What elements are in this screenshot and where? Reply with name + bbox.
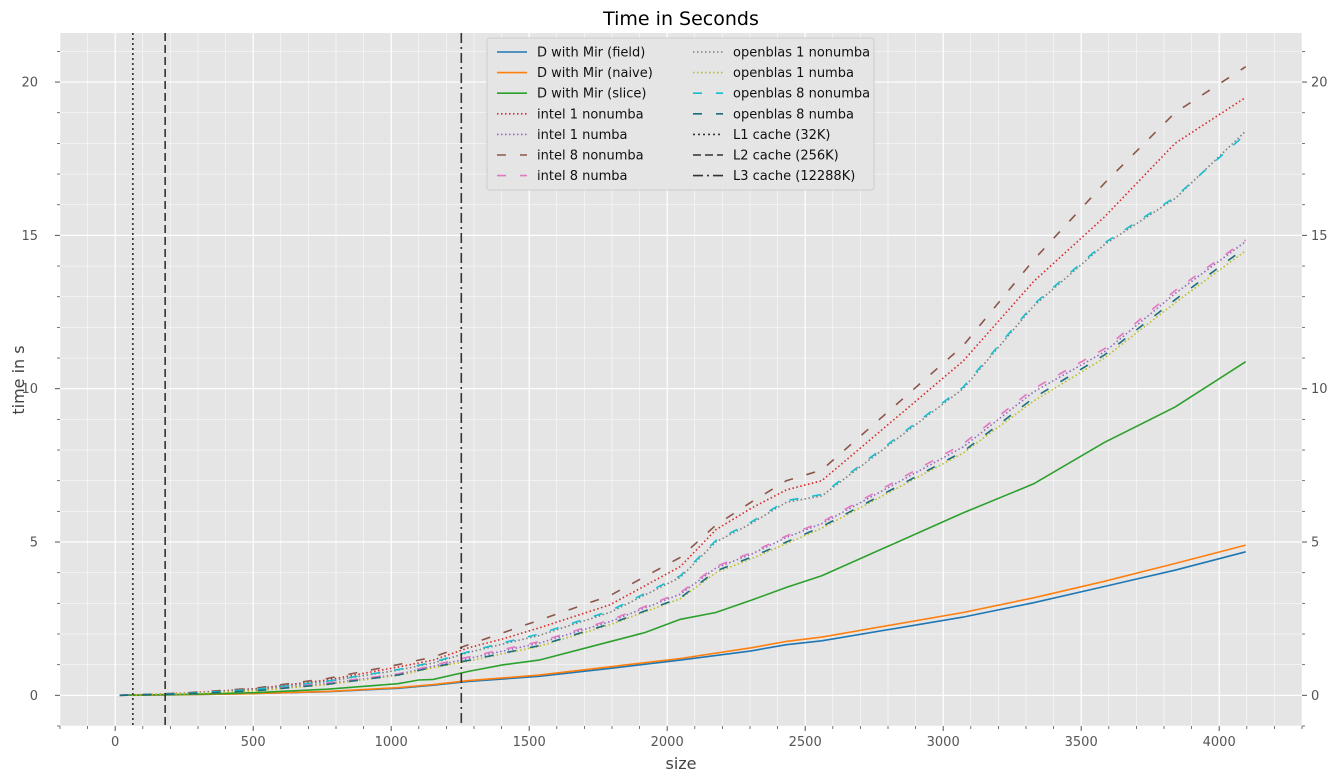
x-tick-label: 1000: [375, 735, 408, 750]
x-tick-label: 3500: [1065, 735, 1098, 750]
grid: [59, 33, 1303, 727]
chart-title: Time in Seconds: [602, 8, 759, 30]
legend-label: L2 cache (256K): [733, 149, 839, 164]
series-group: [119, 66, 1247, 697]
x-tick-label: 3000: [927, 735, 960, 750]
y-tick-label-left: 15: [21, 229, 38, 244]
x-tick-label: 2500: [789, 735, 822, 750]
y-tick-label-right: 15: [1311, 229, 1328, 244]
y-tick-label-left: 0: [30, 689, 38, 704]
y-tick-label-right: 0: [1311, 689, 1319, 704]
legend-label: D with Mir (naive): [537, 66, 653, 81]
legend-label: intel 1 numba: [537, 128, 627, 143]
x-tick-label: 0: [111, 735, 119, 750]
legend-label: D with Mir (slice): [537, 87, 646, 102]
series-line-openblas-8-numba: [119, 246, 1247, 697]
legend-label: intel 8 numba: [537, 169, 627, 184]
legend-label: intel 1 nonumba: [537, 107, 644, 122]
legend-label: openblas 1 numba: [733, 66, 854, 81]
y-axis-label: time in s: [9, 345, 28, 414]
x-axis-ticks: 0 500 1000 1500 2000 2500 3000 3500 4000: [111, 726, 1236, 750]
legend-box: [486, 37, 875, 191]
y-tick-label-left: 5: [30, 536, 38, 551]
y-axis-ticks: 0 0 5 5 10 10 15 15 20 20: [21, 76, 1327, 704]
series-line-openblas-1-numba: [119, 250, 1247, 697]
legend-label: openblas 1 nonumba: [733, 46, 870, 61]
y-tick-label-left: 10: [21, 382, 38, 397]
x-tick-label: 500: [241, 735, 266, 750]
legend-label: openblas 8 numba: [733, 107, 854, 122]
minor-ticks: [57, 50, 1305, 729]
x-tick-label: 1500: [513, 735, 546, 750]
y-tick-label-right: 10: [1311, 382, 1328, 397]
series-line-d-with-mir-slice: [119, 361, 1247, 697]
series-line-intel-8-numba: [119, 239, 1247, 697]
series-line-openblas-1-nonumba: [119, 130, 1247, 697]
y-tick-label-right: 20: [1311, 76, 1328, 91]
legend-label: L3 cache (12288K): [733, 169, 855, 184]
x-axis-label: size: [665, 754, 696, 773]
y-tick-label-left: 20: [21, 76, 38, 91]
series-line-d-with-mir-naive: [119, 544, 1246, 697]
legend-label: L1 cache (32K): [733, 128, 831, 143]
x-tick-label: 4000: [1203, 735, 1236, 750]
series-line-intel-1-nonumba: [119, 96, 1247, 697]
series-line-openblas-8-nonumba: [119, 133, 1247, 697]
x-tick-label: 2000: [651, 735, 684, 750]
legend-label: openblas 8 nonumba: [733, 87, 870, 102]
legend: D with Mir (field) D with Mir (naive) D wi…: [486, 37, 875, 191]
legend-label: intel 8 nonumba: [537, 149, 644, 164]
cache-lines: [132, 33, 463, 726]
y-tick-label-right: 5: [1311, 536, 1319, 551]
legend-label: D with Mir (field): [537, 46, 645, 61]
